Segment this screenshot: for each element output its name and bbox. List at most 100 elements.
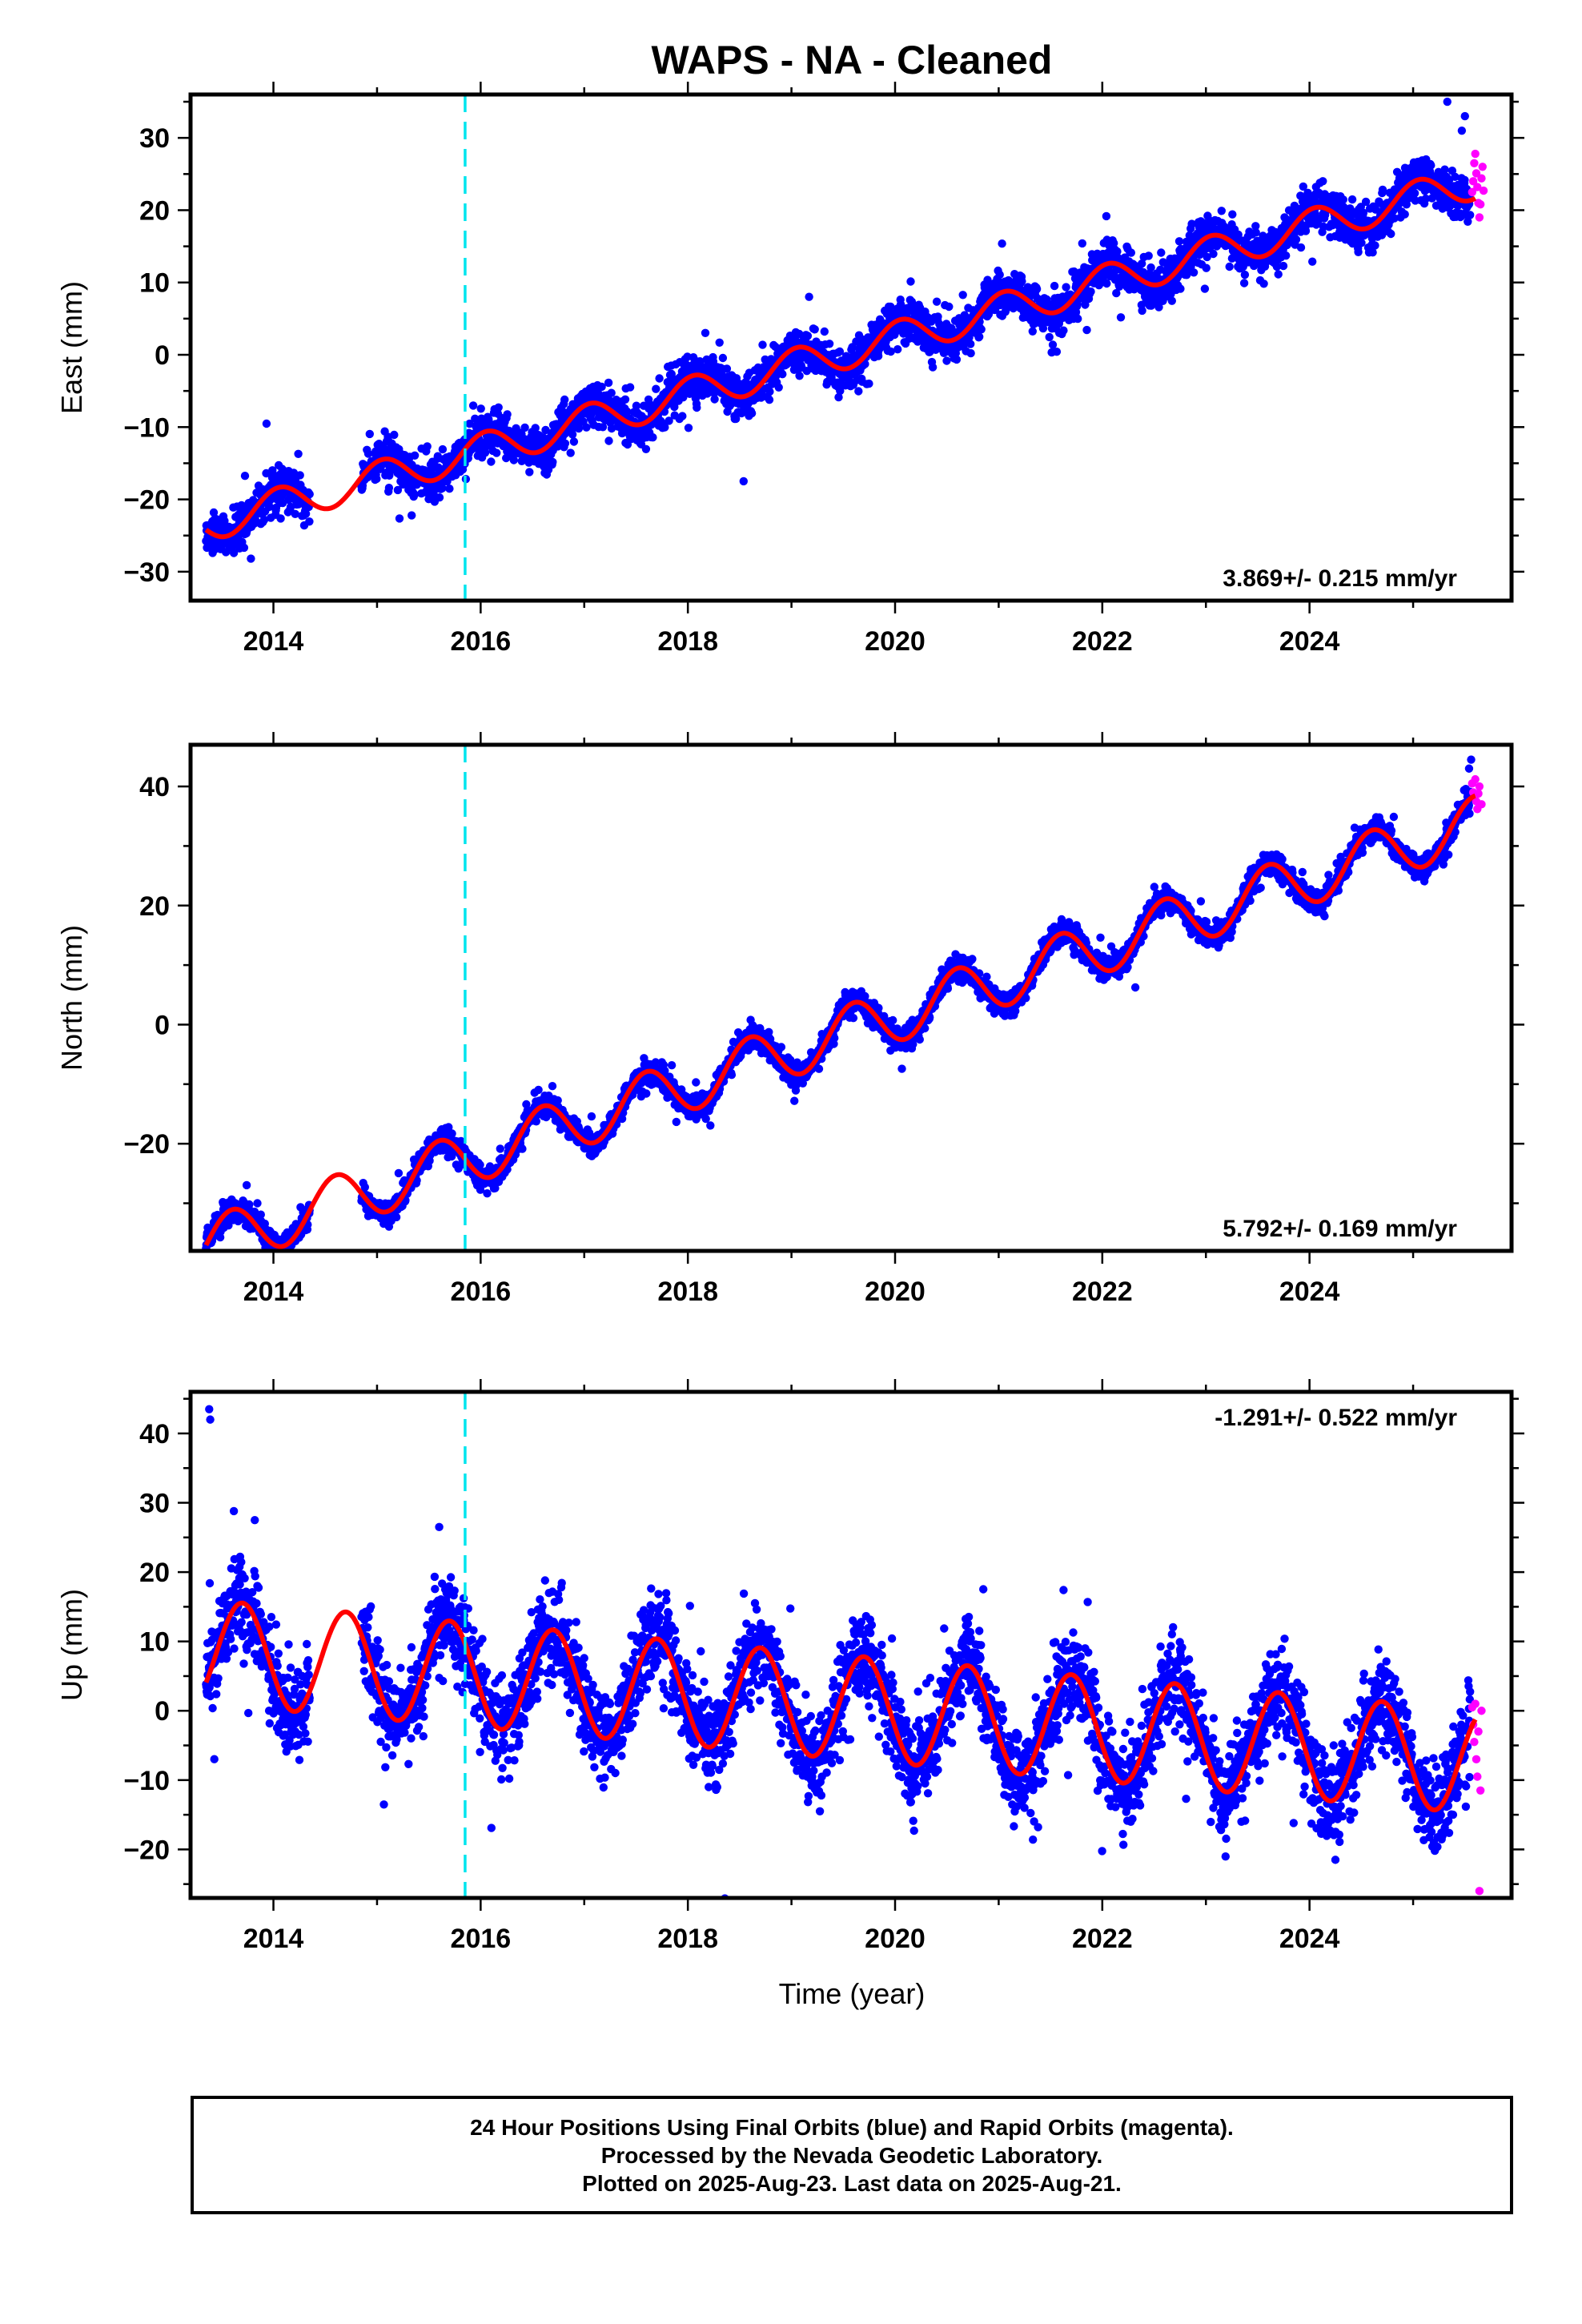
data-point	[820, 327, 829, 336]
data-point	[1187, 219, 1196, 228]
data-point	[569, 437, 579, 446]
data-point	[1138, 259, 1146, 268]
data-point	[1110, 239, 1118, 247]
data-point	[560, 439, 570, 448]
data-point	[1176, 284, 1185, 293]
data-point	[648, 433, 657, 442]
data-point	[1371, 241, 1379, 250]
data-point	[1440, 165, 1449, 174]
data-point	[1144, 251, 1153, 260]
data-point	[438, 444, 448, 454]
data-point	[683, 352, 692, 361]
y-tick-label: 30	[139, 123, 170, 154]
rapid-orbit-series	[1468, 149, 1488, 222]
data-point	[262, 468, 271, 478]
data-point	[494, 403, 503, 412]
data-point	[1357, 239, 1366, 247]
data-point	[1086, 287, 1095, 296]
data-point	[1167, 296, 1177, 305]
data-point	[1291, 235, 1301, 244]
data-point	[607, 388, 616, 397]
data-point	[1081, 300, 1090, 309]
data-point	[483, 1189, 492, 1198]
data-point	[774, 383, 783, 392]
data-point	[1048, 340, 1058, 349]
data-point	[805, 292, 813, 301]
data-point	[1378, 185, 1387, 195]
data-point	[445, 485, 454, 493]
data-point	[1154, 303, 1163, 312]
data-point	[301, 509, 311, 518]
data-point	[1146, 263, 1155, 272]
y-axis	[178, 100, 1524, 573]
rapid-point	[1476, 200, 1485, 209]
final-orbit-series	[202, 97, 1475, 563]
data-point	[661, 423, 669, 432]
data-point	[435, 493, 444, 502]
rapid-point	[1471, 149, 1480, 159]
data-point	[1202, 263, 1211, 272]
rapid-point	[1473, 183, 1482, 191]
data-point	[1368, 248, 1377, 257]
data-point	[465, 419, 474, 428]
data-point	[1308, 257, 1317, 266]
y-tick-label: 10	[139, 268, 170, 299]
rapid-point	[1468, 177, 1478, 186]
x-tick-label: 2014	[243, 626, 304, 657]
data-point	[886, 302, 895, 312]
data-point	[548, 457, 557, 467]
data-point	[607, 424, 616, 433]
data-point	[1387, 229, 1395, 239]
data-point	[1113, 247, 1122, 256]
data-point	[709, 357, 718, 366]
data-point	[1451, 172, 1460, 181]
data-point	[492, 448, 501, 457]
data-point	[365, 429, 374, 439]
data-point	[942, 356, 951, 365]
data-point	[945, 302, 954, 312]
data-point	[262, 419, 271, 428]
data-point	[1421, 194, 1431, 203]
data-point	[1466, 211, 1475, 219]
data-point	[907, 297, 917, 306]
data-point	[765, 387, 774, 396]
data-point	[1203, 252, 1211, 262]
data-point	[693, 403, 701, 412]
data-point	[598, 423, 608, 432]
data-point	[934, 312, 942, 321]
data-point	[1431, 201, 1441, 210]
data-point	[623, 407, 632, 416]
data-point	[1251, 222, 1260, 231]
data-point	[1410, 189, 1419, 198]
data-point	[1082, 325, 1091, 335]
data-point	[975, 332, 984, 341]
data-point	[1174, 237, 1184, 246]
data-point	[1402, 200, 1411, 209]
data-point	[384, 484, 394, 493]
data-point	[548, 1082, 557, 1091]
data-point	[582, 423, 591, 432]
east-panel: 2014 2016 2018 2020 2022 2024−30−20−100102030…	[55, 82, 1524, 657]
data-point	[360, 1183, 369, 1192]
data-point	[836, 386, 845, 396]
data-point	[468, 401, 478, 410]
data-point	[534, 1085, 543, 1095]
data-point	[886, 347, 895, 356]
plot-area	[202, 745, 1486, 1251]
data-point	[1126, 248, 1136, 257]
data-point	[295, 471, 304, 480]
data-point	[395, 514, 404, 523]
data-point	[1259, 279, 1268, 288]
data-point	[1464, 217, 1472, 226]
data-point	[1347, 195, 1357, 204]
data-point	[722, 364, 732, 373]
data-point	[1460, 111, 1469, 121]
data-point	[1272, 262, 1282, 271]
data-point	[625, 383, 635, 392]
data-point	[835, 347, 845, 356]
data-point	[998, 239, 1006, 248]
rapid-point	[1468, 187, 1477, 197]
data-point	[893, 345, 902, 354]
